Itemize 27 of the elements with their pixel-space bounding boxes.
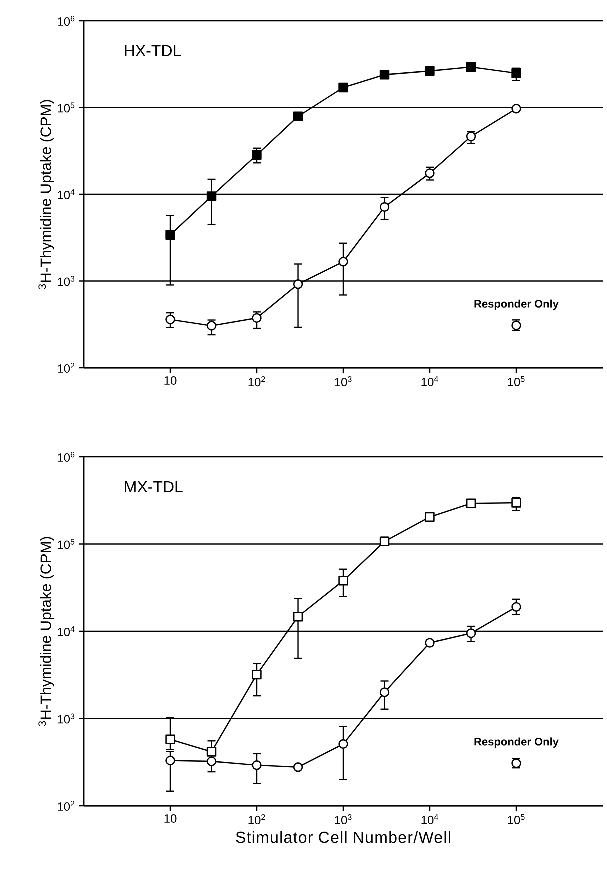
x-tick-label: 10$^{3}$ xyxy=(335,376,352,387)
y-tick-label: 10$^{5}$ xyxy=(58,102,75,113)
x-tick-label: 10$^{2}$ xyxy=(248,814,266,825)
x-tick-label: 10$^{2}$ xyxy=(248,376,266,387)
y-axis-title: $^{3}$H-Thymidine Uptake (CPM) xyxy=(38,100,54,290)
y-tick-label: 10$^{5}$ xyxy=(58,539,75,550)
x-tick-label: 10$^{4}$ xyxy=(422,814,438,824)
y-axis-title: $^{3}$H-Thymidine Uptake (CPM) xyxy=(38,537,54,726)
x-tick-label: 10$^{3}$ xyxy=(335,814,352,825)
x-axis-title: Stimulator Cell Number/Well xyxy=(236,831,450,844)
text: HX-TDL xyxy=(125,45,182,56)
y-tick-label: 10$^{6}$ xyxy=(58,16,75,26)
y-tick-label: 10$^{3}$ xyxy=(58,276,75,286)
y-tick-label: 10$^{2}$ xyxy=(58,362,75,374)
y-tick-label: 10$^{2}$ xyxy=(58,800,75,812)
x-tick-label: 10$^{5}$ xyxy=(508,814,525,824)
x-tick-label: 10 xyxy=(164,814,177,823)
y-tick-label: 10$^{4}$ xyxy=(58,190,75,200)
text: MX-TDL xyxy=(125,481,183,492)
y-tick-label: 10$^{3}$ xyxy=(58,714,75,724)
y-tick-label: 10$^{4}$ xyxy=(58,626,75,636)
series-label: Responder Only xyxy=(474,738,559,748)
y-tick-label: 10$^{6}$ xyxy=(58,452,75,462)
x-tick-label: 10$^{5}$ xyxy=(508,376,525,386)
x-tick-label: 10 xyxy=(164,376,177,386)
x-tick-label: 10$^{4}$ xyxy=(422,376,438,386)
series-label: Responder Only xyxy=(474,300,559,310)
